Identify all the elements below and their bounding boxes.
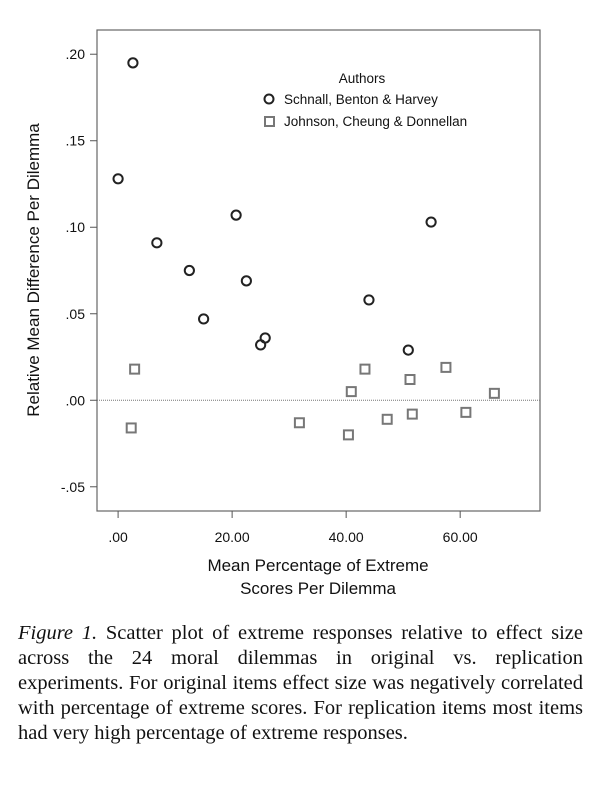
data-point-square	[404, 374, 416, 386]
y-axis-label: Relative Mean Difference Per Dilemma	[24, 123, 43, 417]
legend-title: Authors	[339, 71, 386, 86]
x-tick-label: 60.00	[443, 529, 478, 545]
data-point-square	[460, 406, 472, 418]
data-point-circle	[112, 173, 124, 185]
x-tick-label: 40.00	[329, 529, 364, 545]
data-point-square	[381, 413, 393, 425]
data-point-square	[129, 363, 141, 375]
legend: Authors Schnall, Benton & Harvey Johnson…	[263, 71, 467, 129]
data-point-circle	[198, 313, 210, 325]
data-point-circle	[127, 57, 139, 69]
data-point-square	[488, 387, 500, 399]
data-point-square	[359, 363, 371, 375]
data-point-circle	[240, 275, 252, 287]
data-point-square	[293, 417, 305, 429]
x-axis-label-line1: Mean Percentage of Extreme	[207, 556, 428, 575]
y-tick-label: .15	[66, 133, 86, 149]
y-tick-label: -.05	[61, 479, 85, 495]
legend-label-schnall: Schnall, Benton & Harvey	[284, 92, 438, 107]
data-point-square	[440, 361, 452, 373]
legend-square-marker	[264, 116, 275, 127]
data-point-circle	[363, 294, 375, 306]
data-point-square	[125, 422, 137, 434]
data-point-circle	[183, 264, 195, 277]
x-axis-label-line2: Scores Per Dilemma	[240, 579, 396, 598]
data-point-circle	[230, 209, 242, 221]
data-point-circle	[425, 216, 437, 228]
x-tick-label: .00	[108, 529, 128, 545]
data-point-square	[406, 408, 418, 420]
scatter-chart: .00 20.00 40.00 60.00 -.05 .00 .05 .10 .15 .20 Re…	[24, 29, 541, 598]
plot-area	[96, 29, 541, 512]
figure-caption: Figure 1. Scatter plot of extreme respon…	[18, 621, 583, 746]
legend-label-johnson: Johnson, Cheung & Donnellan	[284, 114, 467, 129]
y-tick-label: .05	[66, 306, 86, 322]
data-point-square	[342, 429, 354, 441]
data-point-circle	[402, 344, 414, 356]
y-tick-label: .00	[66, 392, 86, 408]
data-point-circle	[151, 237, 163, 249]
x-tick-label: 20.00	[215, 529, 250, 545]
caption-text: Scatter plot of extreme responses relati…	[18, 622, 583, 744]
data-point-circle	[259, 332, 271, 344]
legend-circle-marker	[263, 93, 275, 105]
y-tick-label: .10	[66, 219, 86, 235]
caption-label: Figure 1.	[18, 622, 98, 644]
data-point-square	[345, 386, 357, 398]
y-tick-label: .20	[66, 46, 86, 62]
